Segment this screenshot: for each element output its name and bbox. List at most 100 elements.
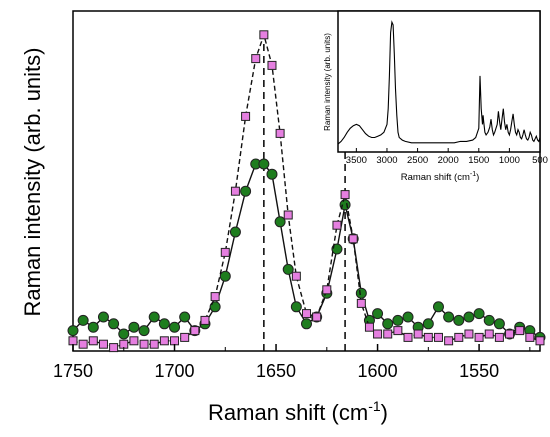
data-point-circle — [290, 301, 302, 313]
data-point-circle — [158, 318, 170, 330]
data-point-circle — [240, 185, 252, 197]
data-point-square — [403, 332, 413, 342]
data-point-square — [433, 332, 443, 342]
data-point-circle — [422, 318, 434, 330]
data-point-square — [494, 332, 504, 342]
main-y-axis-label: Raman intensity (arb. units) — [20, 48, 45, 317]
data-point-square — [474, 332, 484, 342]
data-point-square — [68, 336, 78, 346]
data-point-square — [267, 60, 277, 70]
main-x-tick-label: 1700 — [154, 361, 194, 381]
inset-x-tick-label: 1500 — [468, 155, 489, 166]
data-point-circle — [77, 314, 89, 326]
inset-x-tick-label: 500 — [532, 155, 548, 166]
data-point-circle — [282, 263, 294, 275]
inset-x-tick-label: 3500 — [346, 155, 367, 166]
data-point-circle — [473, 308, 485, 320]
data-point-circle — [432, 301, 444, 313]
data-point-circle — [266, 168, 278, 180]
data-point-square — [149, 339, 159, 349]
data-point-square — [535, 336, 545, 346]
data-point-square — [190, 326, 200, 336]
data-point-square — [348, 234, 358, 244]
data-point-square — [515, 326, 525, 336]
data-point-circle — [258, 158, 270, 170]
main-x-tick-label: 1550 — [459, 361, 499, 381]
data-point-square — [275, 128, 285, 138]
data-point-square — [322, 285, 332, 295]
data-point-square — [230, 186, 240, 196]
inset-x-axis-label: Raman shift (cm-1) — [401, 171, 480, 183]
inset-x-tick-label: 1000 — [499, 155, 520, 166]
inset-y-axis-label: Raman intensity (arb. units) — [323, 33, 332, 131]
data-point-square — [393, 326, 403, 336]
data-point-square — [505, 329, 515, 339]
data-point-square — [210, 292, 220, 302]
main-axes: 1750 1700 1650 1600 1550 — [53, 344, 531, 381]
data-point-square — [180, 332, 190, 342]
data-point-square — [129, 336, 139, 346]
inset-spectrum-line — [337, 20, 541, 145]
data-point-square — [88, 336, 98, 346]
main-x-axis-label: Raman shift (cm-1) — [208, 398, 388, 425]
data-point-square — [312, 312, 322, 322]
data-point-circle — [402, 311, 414, 323]
inset-x-tick-label: 2500 — [407, 155, 428, 166]
data-point-square — [170, 336, 180, 346]
data-point-square — [302, 309, 311, 319]
main-plot-frame — [72, 10, 541, 352]
data-point-square — [109, 343, 119, 353]
data-point-square — [464, 329, 474, 339]
data-point-circle — [169, 321, 181, 333]
data-point-square — [383, 329, 393, 339]
data-point-square — [413, 329, 423, 339]
main-marks — [67, 30, 546, 353]
data-point-circle — [453, 314, 465, 326]
inset-plot-frame — [337, 10, 541, 153]
data-point-circle — [274, 216, 286, 228]
data-point-square — [444, 336, 454, 346]
inset-x-tick-label: 3000 — [376, 155, 397, 166]
data-point-circle — [128, 321, 140, 333]
data-point-circle — [229, 226, 241, 238]
data-point-square — [525, 332, 535, 342]
data-point-square — [139, 339, 149, 349]
inset-marks — [337, 20, 541, 145]
data-point-square — [283, 210, 293, 220]
data-point-square — [373, 329, 383, 339]
data-point-square — [340, 190, 350, 200]
data-point-square — [251, 54, 261, 64]
data-point-square — [200, 315, 210, 325]
main-x-tick-label: 1750 — [53, 361, 93, 381]
data-point-circle — [138, 325, 150, 337]
data-point-square — [332, 220, 342, 230]
data-point-square — [356, 298, 366, 308]
inset-axes: 3500 3000 2500 2000 1500 1000 500 — [346, 148, 548, 166]
data-point-circle — [87, 321, 99, 333]
data-point-square — [98, 339, 108, 349]
data-point-square — [78, 339, 88, 349]
inset-x-tick-label: 2000 — [438, 155, 459, 166]
main-x-tick-label: 1650 — [256, 361, 296, 381]
data-point-circle — [219, 270, 231, 282]
data-point-circle — [209, 301, 221, 313]
data-point-circle — [97, 311, 109, 323]
main-x-tick-label: 1600 — [358, 361, 398, 381]
data-point-square — [241, 111, 251, 121]
data-point-circle — [392, 314, 404, 326]
data-point-circle — [301, 318, 312, 330]
data-point-circle — [372, 308, 384, 320]
data-point-circle — [463, 311, 475, 323]
data-point-circle — [443, 311, 455, 323]
data-point-circle — [108, 318, 120, 330]
data-point-square — [364, 322, 374, 332]
data-point-square — [220, 247, 230, 257]
data-point-circle — [148, 311, 160, 323]
data-point-circle — [483, 314, 495, 326]
data-point-circle — [382, 318, 394, 330]
data-point-circle — [67, 325, 79, 337]
data-point-square — [291, 271, 301, 281]
data-point-circle — [355, 287, 367, 299]
data-point-circle — [331, 243, 343, 255]
